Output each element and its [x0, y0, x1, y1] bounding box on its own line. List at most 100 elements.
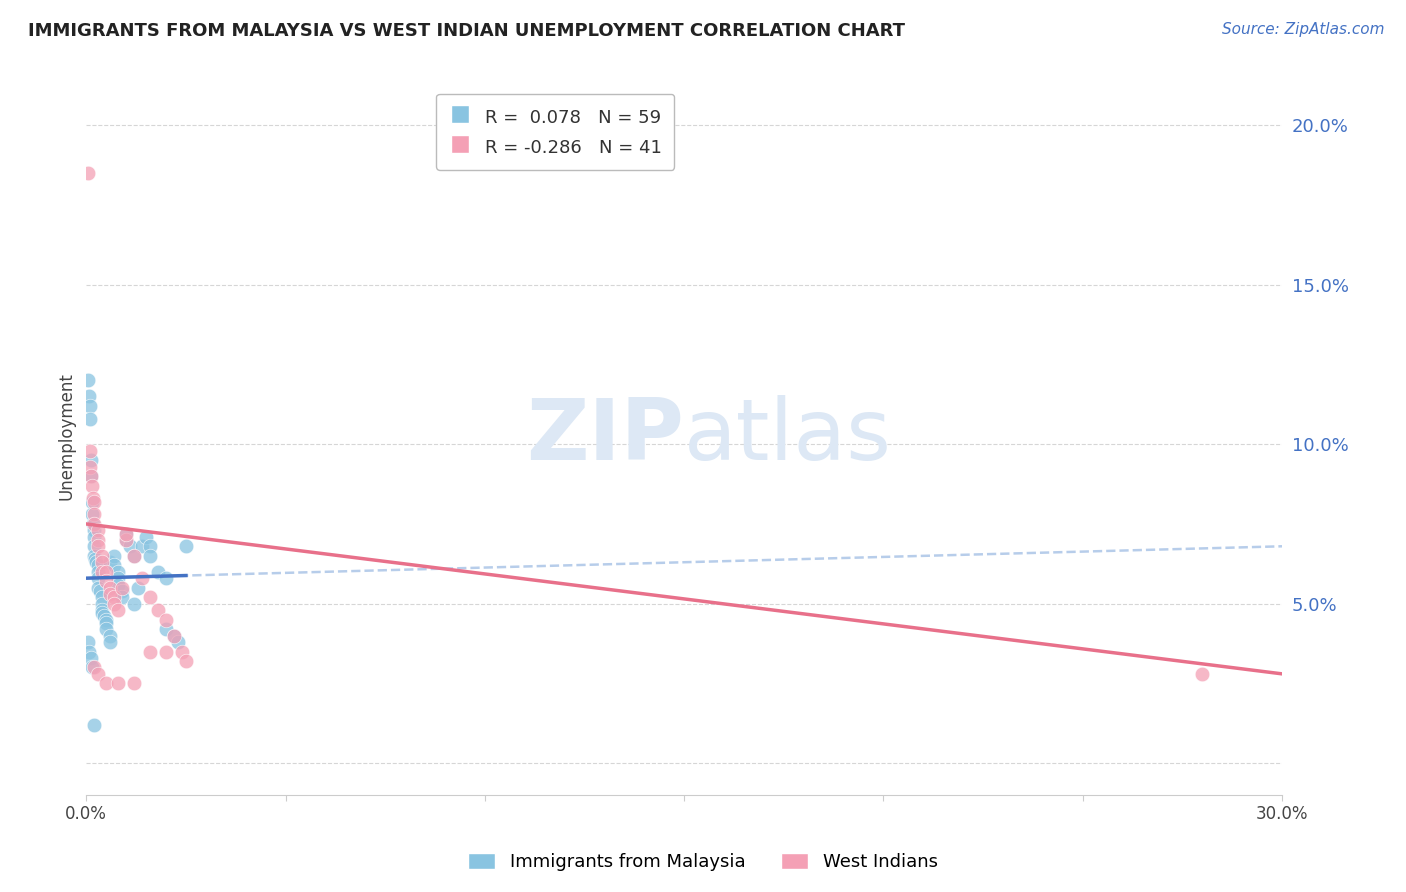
Point: [83, 718, 105, 732]
Point: [155, 622, 177, 636]
Point: [82, 491, 104, 506]
Point: [98, 635, 121, 649]
Point: [111, 581, 134, 595]
Point: [155, 571, 177, 585]
Text: ZIP: ZIP: [526, 395, 685, 478]
Point: [91, 603, 114, 617]
Point: [170, 644, 193, 658]
Point: [163, 629, 186, 643]
Point: [1191, 666, 1213, 681]
Point: [135, 530, 157, 544]
Point: [82, 516, 104, 531]
Point: [167, 635, 190, 649]
Point: [83, 539, 105, 553]
Point: [77, 166, 100, 180]
Point: [91, 549, 114, 563]
Point: [120, 539, 142, 553]
Point: [80, 453, 103, 467]
Point: [83, 660, 105, 674]
Legend: Immigrants from Malaysia, West Indians: Immigrants from Malaysia, West Indians: [461, 846, 945, 879]
Point: [79, 411, 101, 425]
Point: [98, 555, 121, 569]
Point: [103, 591, 125, 605]
Point: [107, 571, 129, 585]
Point: [146, 603, 169, 617]
Point: [83, 530, 105, 544]
Point: [96, 615, 118, 630]
Point: [79, 459, 101, 474]
Point: [83, 494, 105, 508]
Point: [82, 660, 104, 674]
Point: [174, 539, 197, 553]
Point: [84, 552, 107, 566]
Point: [91, 591, 114, 605]
Y-axis label: Unemployment: Unemployment: [58, 372, 75, 500]
Point: [155, 613, 177, 627]
Point: [80, 651, 103, 665]
Point: [122, 676, 145, 690]
Point: [79, 644, 101, 658]
Point: [131, 539, 153, 553]
Point: [122, 597, 145, 611]
Point: [87, 666, 110, 681]
Point: [115, 533, 138, 547]
Point: [93, 609, 115, 624]
Point: [163, 629, 186, 643]
Point: [79, 389, 101, 403]
Point: [139, 539, 162, 553]
Point: [83, 516, 105, 531]
Point: [115, 526, 138, 541]
Text: Source: ZipAtlas.com: Source: ZipAtlas.com: [1222, 22, 1385, 37]
Point: [107, 676, 129, 690]
Point: [111, 583, 134, 598]
Point: [111, 591, 134, 605]
Point: [98, 581, 121, 595]
Point: [131, 571, 153, 585]
Point: [83, 549, 105, 563]
Point: [127, 581, 149, 595]
Point: [98, 587, 121, 601]
Point: [79, 399, 101, 413]
Point: [107, 577, 129, 591]
Point: [82, 478, 104, 492]
Point: [83, 508, 105, 522]
Point: [174, 654, 197, 668]
Point: [139, 549, 162, 563]
Point: [87, 558, 110, 573]
Point: [89, 583, 111, 598]
Point: [87, 581, 110, 595]
Point: [91, 565, 114, 579]
Point: [96, 574, 118, 589]
Point: [115, 526, 138, 541]
Legend: R =  0.078   N = 59, R = -0.286   N = 41: R = 0.078 N = 59, R = -0.286 N = 41: [436, 94, 675, 169]
Point: [91, 555, 114, 569]
Point: [155, 644, 177, 658]
Text: atlas: atlas: [685, 395, 893, 478]
Point: [91, 597, 114, 611]
Point: [82, 508, 104, 522]
Point: [80, 469, 103, 483]
Point: [96, 622, 118, 636]
Point: [96, 676, 118, 690]
Point: [84, 555, 107, 569]
Point: [87, 533, 110, 547]
Point: [80, 469, 103, 483]
Point: [115, 533, 138, 547]
Point: [107, 603, 129, 617]
Point: [139, 591, 162, 605]
Point: [146, 565, 169, 579]
Point: [77, 373, 100, 387]
Point: [107, 565, 129, 579]
Point: [87, 539, 110, 553]
Point: [91, 607, 114, 621]
Point: [122, 549, 145, 563]
Point: [98, 629, 121, 643]
Point: [79, 443, 101, 458]
Point: [83, 524, 105, 538]
Point: [82, 494, 104, 508]
Point: [77, 635, 100, 649]
Point: [87, 524, 110, 538]
Text: IMMIGRANTS FROM MALAYSIA VS WEST INDIAN UNEMPLOYMENT CORRELATION CHART: IMMIGRANTS FROM MALAYSIA VS WEST INDIAN …: [28, 22, 905, 40]
Point: [103, 558, 125, 573]
Point: [87, 565, 110, 579]
